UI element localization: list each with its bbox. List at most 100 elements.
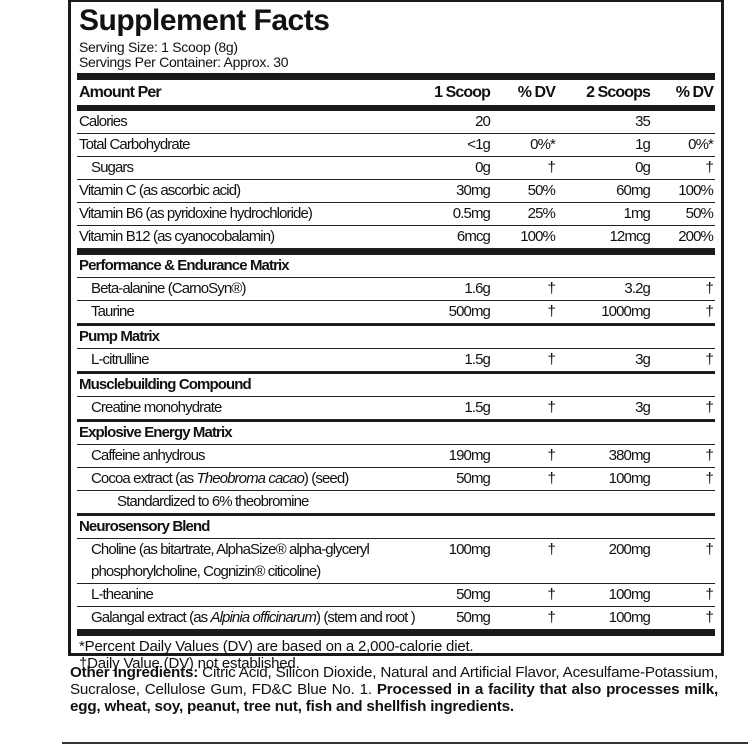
nutrient-name: L-theanine (91, 586, 154, 603)
nutrient-name: Neurosensory Blend (79, 518, 210, 535)
table-row: Beta-alanine (CarnoSyn®) 1.6g † 3.2g † (77, 278, 715, 301)
nutrient-name: Cocoa extract (as Theobroma cacao) (seed… (91, 470, 349, 487)
dv-1-scoop: † (547, 159, 556, 176)
dv-1-scoop: 50% (527, 182, 556, 199)
dv-2-scoops: † (705, 280, 714, 297)
nutrient-name: Beta-alanine (CarnoSyn®) (91, 280, 246, 297)
dv-2-scoops: † (705, 541, 714, 558)
dv-2-scoops: † (705, 470, 714, 487)
amount-2-scoops: 380mg (608, 447, 651, 464)
amount-1-scoop: 1.6g (464, 280, 490, 297)
dv-1-scoop: † (547, 586, 556, 603)
botanical-name: Alpinia officinarum (210, 609, 317, 626)
nutrient-name: Creatine monohydrate (91, 399, 222, 416)
divider-thick (77, 105, 715, 111)
nutrient-name: L-citrulline (91, 351, 149, 368)
footnote-dv: *Percent Daily Values (DV) are based on … (79, 638, 474, 655)
amount-1-scoop: 6mcg (456, 228, 491, 245)
dv-2-scoops: 100% (678, 182, 714, 199)
amount-2-scoops: 3g (635, 399, 651, 416)
nutrient-name: Standardized to 6% theobromine (117, 493, 309, 510)
table-row: Choline (as bitartrate, AlphaSize® alpha… (77, 539, 715, 584)
table-row: Caffeine anhydrous 190mg † 380mg † (77, 445, 715, 468)
nutrient-name: Taurine (91, 303, 135, 320)
header-2-scoops: 2 Scoops (586, 84, 651, 101)
amount-2-scoops: 0g (635, 159, 651, 176)
dv-2-scoops: † (705, 159, 714, 176)
section-header: Musclebuilding Compound (77, 372, 715, 397)
nutrient-name: Galangal extract (as Alpinia officinarum… (91, 609, 416, 626)
divider-thick (77, 249, 715, 255)
divider-thick (77, 73, 715, 80)
amount-1-scoop: 0g (475, 159, 491, 176)
nutrient-name: Total Carbohydrate (79, 136, 190, 153)
dv-2-scoops: 0%* (688, 136, 714, 153)
other-ingredients: Other Ingredients: Citric Acid, Silicon … (70, 664, 718, 715)
dv-1-scoop: † (547, 447, 556, 464)
amount-2-scoops: 1mg (623, 205, 651, 222)
nutrient-name: Caffeine anhydrous (91, 447, 206, 464)
amount-1-scoop: 30mg (456, 182, 491, 199)
amount-2-scoops: 200mg (608, 541, 651, 558)
amount-2-scoops: 1000mg (601, 303, 651, 320)
divider (62, 742, 748, 744)
nutrient-name: Calories (79, 113, 128, 130)
amount-1-scoop: 100mg (448, 541, 491, 558)
nutrient-name: Choline (as bitartrate, AlphaSize® alpha… (91, 541, 370, 558)
section-header: Neurosensory Blend (77, 514, 715, 539)
dv-2-scoops: † (705, 399, 714, 416)
amount-1-scoop: 20 (475, 113, 491, 130)
table-body: Calories 20 35 Total Carbohydrate <1g 0%* 1g 0%… (77, 111, 715, 636)
amount-2-scoops: 100mg (608, 609, 651, 626)
table-row: Total Carbohydrate <1g 0%* 1g 0%* (77, 134, 715, 157)
table-row: Vitamin C (as ascorbic acid) 30mg 50% 60mg 1… (77, 180, 715, 203)
dv-1-scoop: † (547, 470, 556, 487)
panel-title: Supplement Facts (79, 4, 330, 37)
dv-2-scoops: † (705, 303, 714, 320)
other-ingredients-label: Other Ingredients: (70, 664, 199, 681)
footnote-dagger: †Daily Value (DV) not established. (79, 655, 300, 672)
dv-1-scoop: 25% (527, 205, 556, 222)
nutrient-name: Sugars (91, 159, 134, 176)
dv-1-scoop: † (547, 399, 556, 416)
amount-1-scoop: 190mg (448, 447, 491, 464)
dv-2-scoops: † (705, 586, 714, 603)
table-row: Cocoa extract (as Theobroma cacao) (seed… (77, 468, 715, 491)
nutrient-name-continued: phosphorylcholine, Cognizin® citicoline) (91, 563, 321, 580)
nutrient-name: Explosive Energy Matrix (79, 424, 233, 441)
nutrient-name: Vitamin B6 (as pyridoxine hydrochloride) (79, 205, 313, 222)
nutrient-name: Vitamin C (as ascorbic acid) (79, 182, 241, 199)
amount-1-scoop: 1.5g (464, 351, 490, 368)
nutrient-name: Musclebuilding Compound (79, 376, 252, 393)
dv-1-scoop: † (547, 351, 556, 368)
serving-size: Serving Size: 1 Scoop (8g) (79, 39, 238, 55)
amount-1-scoop: 0.5mg (452, 205, 491, 222)
table-row: Creatine monohydrate 1.5g † 3g † (77, 397, 715, 420)
amount-2-scoops: 100mg (608, 470, 651, 487)
table-row: L-citrulline 1.5g † 3g † (77, 349, 715, 372)
header-1-scoop: 1 Scoop (434, 84, 491, 101)
dv-1-scoop: † (547, 609, 556, 626)
header-amount-per: Amount Per (79, 84, 162, 101)
amount-1-scoop: 50mg (456, 609, 491, 626)
allergen-statement: Processed in a facility that also proces… (70, 681, 718, 715)
amount-1-scoop: 500mg (448, 303, 491, 320)
amount-1-scoop: 50mg (456, 470, 491, 487)
nutrient-name: Pump Matrix (79, 328, 160, 345)
amount-1-scoop: <1g (467, 136, 491, 153)
section-header: Pump Matrix (77, 324, 715, 349)
dv-2-scoops: † (705, 609, 714, 626)
table-row: Calories 20 35 (77, 111, 715, 134)
nutrient-name: Performance & Endurance Matrix (79, 257, 290, 274)
amount-2-scoops: 100mg (608, 586, 651, 603)
facts-table: Amount Per 1 Scoop % DV 2 Scoops % DV Ca… (77, 82, 715, 636)
table-row: Sugars 0g † 0g † (77, 157, 715, 180)
supplement-facts-panel: Supplement Facts Serving Size: 1 Scoop (… (68, 0, 724, 672)
table-row: Taurine 500mg † 1000mg † (77, 301, 715, 324)
header-dv-1: % DV (517, 84, 556, 101)
dv-2-scoops: † (705, 351, 714, 368)
nutrient-name: Vitamin B12 (as cyanocobalamin) (79, 228, 275, 245)
botanical-name: Theobroma cacao (196, 470, 305, 487)
dv-1-scoop: † (547, 541, 556, 558)
dv-1-scoop: 100% (520, 228, 556, 245)
